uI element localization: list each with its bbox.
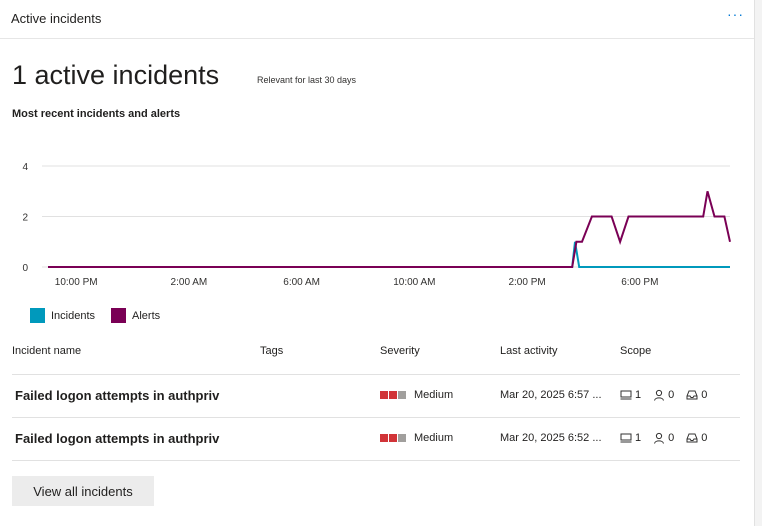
mailbox-icon (686, 390, 698, 400)
severity-label: Medium (414, 432, 454, 444)
y-tick-label: 2 (22, 213, 28, 224)
severity-label: Medium (414, 389, 454, 401)
active-incidents-count: 1 active incidents (12, 60, 220, 90)
view-all-incidents-button[interactable]: View all incidents (12, 476, 154, 506)
y-tick-label: 4 (22, 162, 28, 173)
x-tick-label: 2:00 PM (508, 277, 545, 288)
severity-cell: Medium (380, 432, 453, 444)
relevance-note: Relevant for last 30 days (257, 75, 357, 85)
table-header: Incident name Tags Severity Last activit… (12, 340, 740, 375)
severity-indicator (380, 434, 406, 442)
device-icon (620, 433, 632, 443)
header-scope[interactable]: Scope (620, 345, 652, 357)
scope-users: 0 (653, 432, 674, 444)
x-tick-label: 6:00 AM (283, 277, 320, 288)
scope-users: 0 (653, 389, 674, 401)
user-icon (654, 389, 665, 401)
legend-item-alerts[interactable]: Alerts (111, 308, 160, 323)
card-header: Active incidents ··· (0, 0, 754, 39)
scope-devices: 1 (620, 432, 641, 444)
legend-item-incidents[interactable]: Incidents (30, 308, 95, 323)
last-activity: Mar 20, 2025 6:57 ... (500, 389, 602, 401)
incidents-table: Incident name Tags Severity Last activit… (12, 340, 740, 461)
table-row[interactable]: Failed logon attempts in authpriv Medium… (12, 375, 740, 418)
scope-users-count: 0 (668, 389, 675, 401)
header-tags[interactable]: Tags (260, 345, 284, 357)
scope-users-count: 0 (668, 432, 675, 444)
scope-cell: 1 0 0 (620, 389, 707, 401)
severity-cell: Medium (380, 389, 453, 401)
mailbox-icon (686, 433, 698, 443)
user-icon (654, 432, 665, 444)
scope-cell: 1 0 0 (620, 432, 707, 444)
legend-swatch-incidents (30, 308, 45, 323)
scope-mailboxes-count: 0 (701, 389, 708, 401)
y-tick-label: 0 (22, 263, 28, 274)
scope-devices: 1 (620, 389, 641, 401)
incidents-alerts-chart: 0 2 4 10:00 PM 2:00 AM 6:00 AM 10:00 AM 2:00 PM… (22, 162, 731, 288)
scope-mailboxes: 0 (686, 432, 707, 444)
x-tick-label: 10:00 PM (55, 277, 98, 288)
header-severity[interactable]: Severity (380, 345, 420, 357)
scope-devices-count: 1 (635, 389, 642, 401)
more-options-button[interactable]: ··· (727, 6, 744, 22)
x-tick-label: 6:00 PM (621, 277, 658, 288)
legend-swatch-alerts (111, 308, 127, 323)
legend-label-incidents: Incidents (51, 309, 96, 322)
chart-legend: Incidents Alerts (30, 308, 160, 323)
incident-name-link[interactable]: Failed logon attempts in authpriv (15, 431, 220, 446)
last-activity: Mar 20, 2025 6:52 ... (500, 432, 602, 444)
card-title: Active incidents (11, 11, 102, 26)
series-line-alerts[interactable] (48, 191, 731, 268)
header-last-activity[interactable]: Last activity (500, 345, 558, 357)
legend-label-alerts: Alerts (132, 309, 161, 322)
scope-mailboxes-count: 0 (701, 432, 708, 444)
x-tick-label: 2:00 AM (171, 277, 208, 288)
x-tick-label: 10:00 AM (393, 277, 435, 288)
scope-devices-count: 1 (635, 432, 642, 444)
device-icon (620, 390, 632, 400)
chart-section-title: Most recent incidents and alerts (12, 108, 181, 120)
series-line-incidents[interactable] (48, 241, 730, 268)
header-incident-name[interactable]: Incident name (12, 345, 82, 357)
table-row[interactable]: Failed logon attempts in authpriv Medium… (12, 418, 740, 461)
incident-name-link[interactable]: Failed logon attempts in authpriv (15, 388, 220, 403)
scope-mailboxes: 0 (686, 389, 707, 401)
severity-indicator (380, 391, 406, 399)
